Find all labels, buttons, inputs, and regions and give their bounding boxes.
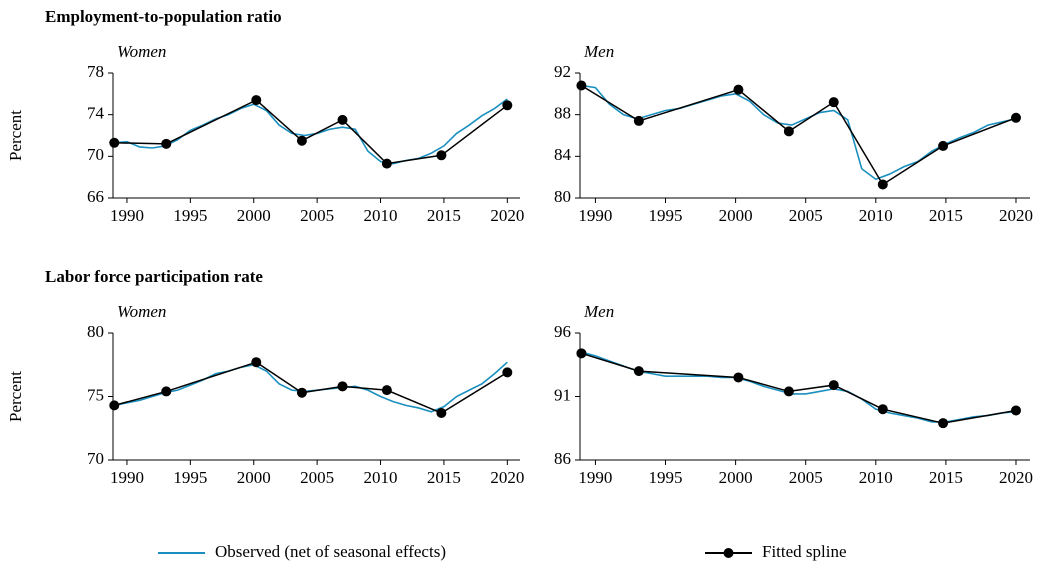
y-tick-label: 91 [554,385,571,404]
x-tick-label: 1990 [578,206,612,225]
y-tick-label: 70 [87,449,104,468]
series-line [114,99,508,165]
spline-knot [337,114,348,125]
x-tick-label: 2010 [364,468,398,487]
x-tick-label: 2010 [859,468,893,487]
spline-knot [337,381,348,392]
spline-knot [633,115,644,126]
x-tick-label: 1995 [173,206,207,225]
spline-knot [1010,112,1021,123]
spline-knot [161,138,172,149]
y-axis-label: Percent [6,110,25,161]
x-tick-label: 2005 [789,468,823,487]
panel-subtitle: Women [117,302,166,321]
panel-subtitle: Men [583,302,614,321]
y-tick-label: 80 [554,187,571,206]
spline-knot [381,385,392,396]
spline-knot [161,386,172,397]
x-tick-label: 1995 [649,468,683,487]
spline-knot [828,97,839,108]
series-line [114,98,508,165]
spline-knot [502,100,513,111]
x-tick-label: 1990 [578,468,612,487]
series-line [114,361,508,414]
x-tick-label: 2010 [364,206,398,225]
spline-knot [938,140,949,151]
x-tick-label: 2015 [427,206,461,225]
y-tick-label: 78 [87,62,104,81]
x-tick-label: 2020 [999,468,1033,487]
spline-knot [576,348,587,359]
spline-knot [251,357,262,368]
x-tick-label: 2000 [237,468,271,487]
spline-knot [502,367,513,378]
spline-knot [436,408,447,419]
spline-knot [938,418,949,429]
series-line [114,361,508,413]
x-tick-label: 2020 [999,206,1033,225]
x-tick-label: 2005 [300,206,334,225]
x-tick-label: 1995 [173,468,207,487]
y-tick-label: 66 [87,187,104,206]
y-tick-label: 74 [87,104,105,123]
panel-subtitle: Women [117,42,166,61]
y-tick-label: 70 [87,145,104,164]
spline-knot [783,386,794,397]
spline-knot [877,179,888,190]
x-tick-label: 2005 [789,206,823,225]
spline-knot [251,95,262,106]
spline-knot [109,400,120,411]
legend-marker [723,548,734,558]
x-tick-label: 2020 [490,468,524,487]
y-tick-label: 92 [554,62,571,81]
spline-knot [633,366,644,377]
section-title: Employment-to-population ratio [45,7,282,26]
spline-knot [733,84,744,95]
spline-knot [296,135,307,146]
x-tick-label: 2015 [929,206,963,225]
y-tick-label: 96 [554,322,571,341]
x-tick-label: 2015 [427,468,461,487]
x-tick-label: 2000 [719,206,753,225]
spline-knot [828,380,839,391]
y-axis-label: Percent [6,371,25,422]
spline-knot [436,150,447,161]
x-tick-label: 2020 [490,206,524,225]
x-tick-label: 2000 [719,468,753,487]
x-tick-label: 1990 [110,206,144,225]
series-line [581,84,1017,186]
y-tick-label: 86 [554,449,571,468]
x-tick-label: 1995 [649,206,683,225]
y-tick-label: 75 [87,385,104,404]
x-tick-label: 1990 [110,468,144,487]
x-tick-label: 2010 [859,206,893,225]
y-tick-label: 80 [87,322,104,341]
series-line [581,352,1017,424]
x-tick-label: 2000 [237,206,271,225]
y-tick-label: 88 [554,104,571,123]
y-tick-label: 84 [554,145,572,164]
spline-knot [783,126,794,137]
series-line [581,84,1017,181]
x-tick-label: 2015 [929,468,963,487]
spline-knot [381,158,392,169]
legend-label: Observed (net of seasonal effects) [215,542,446,561]
series-line [581,351,1017,423]
spline-knot [576,80,587,91]
spline-knot [733,372,744,383]
legend-label: Fitted spline [762,542,847,561]
spline-knot [296,387,307,398]
section-title: Labor force participation rate [45,267,263,286]
spline-knot [877,404,888,415]
x-tick-label: 2005 [300,468,334,487]
panel-subtitle: Men [583,42,614,61]
spline-knot [109,137,120,148]
spline-knot [1010,405,1021,416]
